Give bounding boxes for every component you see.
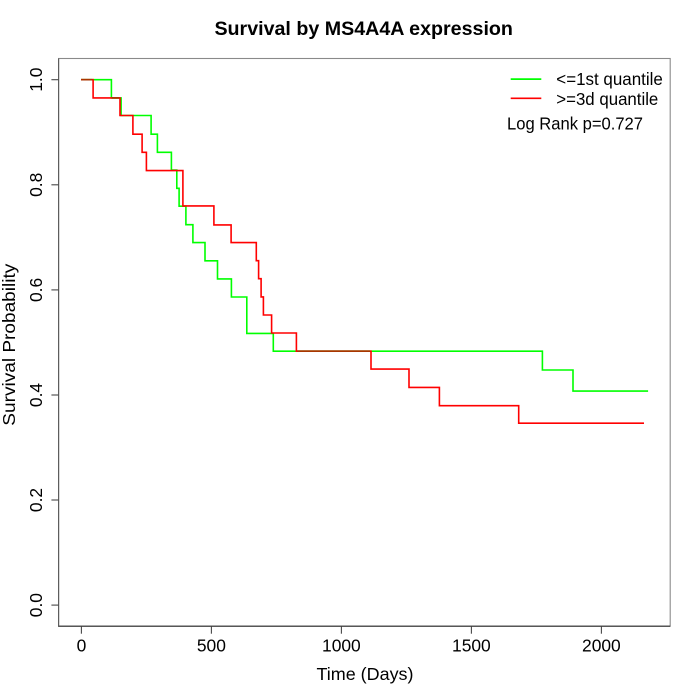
svg-text:500: 500 xyxy=(197,636,226,656)
svg-text:0.6: 0.6 xyxy=(26,278,46,302)
svg-text:2000: 2000 xyxy=(582,636,621,656)
svg-text:0.0: 0.0 xyxy=(26,593,46,617)
svg-text:1.0: 1.0 xyxy=(26,68,46,92)
svg-text:Time (Days): Time (Days) xyxy=(317,664,414,684)
svg-text:1000: 1000 xyxy=(322,636,361,656)
svg-text:0.2: 0.2 xyxy=(26,488,46,512)
svg-text:0.4: 0.4 xyxy=(26,383,46,408)
svg-text:0.8: 0.8 xyxy=(26,173,46,197)
svg-text:Log Rank p=0.727: Log Rank p=0.727 xyxy=(507,114,643,134)
svg-text:>=3d quantile: >=3d quantile xyxy=(556,89,658,109)
svg-text:0: 0 xyxy=(77,636,87,656)
svg-text:Survival by MS4A4A expression: Survival by MS4A4A expression xyxy=(214,18,513,40)
svg-text:Survival Probability: Survival Probability xyxy=(0,263,19,425)
svg-text:<=1st quantile: <=1st quantile xyxy=(556,69,663,89)
svg-text:1500: 1500 xyxy=(452,636,491,656)
